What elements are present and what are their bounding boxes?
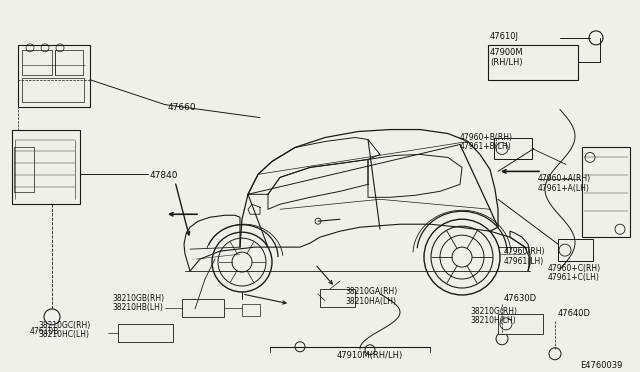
Bar xyxy=(494,138,532,160)
Text: 47961+B(LH): 47961+B(LH) xyxy=(460,141,512,151)
Text: 47961(LH): 47961(LH) xyxy=(504,257,544,266)
Bar xyxy=(55,50,83,75)
Text: 47660: 47660 xyxy=(168,103,196,112)
Bar xyxy=(488,45,578,80)
Text: 47900M: 47900M xyxy=(490,48,524,57)
Text: 47610J: 47610J xyxy=(490,32,519,41)
Text: 47910M(RH/LH): 47910M(RH/LH) xyxy=(337,351,403,360)
Text: 47610B: 47610B xyxy=(30,327,60,336)
Bar xyxy=(242,304,260,316)
Bar xyxy=(498,314,543,334)
Text: 38210G(RH): 38210G(RH) xyxy=(470,307,517,316)
Text: 47840: 47840 xyxy=(150,171,179,180)
Bar xyxy=(118,324,173,342)
Bar xyxy=(582,147,630,237)
Text: 47961+C(LH): 47961+C(LH) xyxy=(548,273,600,282)
Text: 47960+A(RH): 47960+A(RH) xyxy=(538,174,591,183)
Bar xyxy=(320,289,355,307)
Text: 38210GC(RH): 38210GC(RH) xyxy=(38,321,90,330)
Text: 47961+A(LH): 47961+A(LH) xyxy=(538,185,590,193)
Text: E4760039: E4760039 xyxy=(580,361,622,370)
Text: 38210H(LH): 38210H(LH) xyxy=(470,316,516,325)
Text: 38210GA(RH): 38210GA(RH) xyxy=(345,287,397,296)
Bar xyxy=(18,45,90,107)
Bar xyxy=(22,50,52,75)
Text: 47960(RH): 47960(RH) xyxy=(504,247,545,256)
Text: 38210HC(LH): 38210HC(LH) xyxy=(38,330,89,339)
Text: 47640D: 47640D xyxy=(558,309,591,318)
Text: 38210HB(LH): 38210HB(LH) xyxy=(112,303,163,312)
Text: 38210HA(LH): 38210HA(LH) xyxy=(345,297,396,306)
Text: 47630D: 47630D xyxy=(504,294,537,303)
Bar xyxy=(14,147,34,192)
Text: 47960+C(RH): 47960+C(RH) xyxy=(548,264,601,273)
Bar xyxy=(558,239,593,261)
Bar xyxy=(12,129,80,204)
Text: 47960+B(RH): 47960+B(RH) xyxy=(460,132,513,141)
Bar xyxy=(182,299,224,317)
Bar xyxy=(22,78,84,102)
Text: 38210GB(RH): 38210GB(RH) xyxy=(112,294,164,303)
Text: (RH/LH): (RH/LH) xyxy=(490,58,523,67)
